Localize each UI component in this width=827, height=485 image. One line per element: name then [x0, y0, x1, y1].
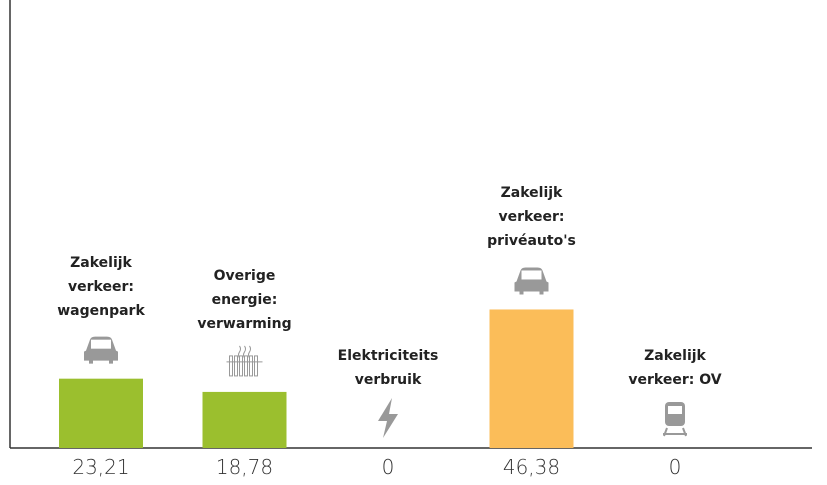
category-label: Elektriciteits verbruik [337, 348, 439, 388]
heat-wave [243, 345, 246, 359]
category-label: Zakelijk verkeer: wagenpark [57, 254, 145, 319]
radiator-fin [249, 355, 253, 377]
train-window [668, 406, 682, 414]
radiator-fin [239, 355, 243, 377]
value-label: 23,21 [72, 455, 130, 479]
value-label: 0 [668, 455, 682, 479]
car-window [91, 339, 111, 349]
category-icon [84, 336, 118, 364]
bar [202, 391, 287, 448]
bolt-icon [378, 398, 398, 438]
radiator-fin [234, 355, 238, 377]
category-icon [663, 402, 687, 437]
category-label: Overige energie: verwarming [197, 267, 292, 332]
value-label: 0 [381, 455, 395, 479]
heat-wave [238, 345, 241, 359]
category-icon [514, 267, 549, 295]
value-label: 46,38 [502, 455, 561, 479]
train-rails [663, 427, 687, 437]
category-label: Zakelijk verkeer: privéauto's [487, 185, 576, 250]
heat-wave [248, 345, 251, 359]
category-label: Zakelijk verkeer: OV [628, 348, 722, 388]
radiator-fin [229, 355, 233, 377]
car-window [521, 270, 542, 280]
bar [489, 309, 574, 448]
radiator-fin [244, 355, 248, 377]
radiator-fin [254, 355, 258, 377]
category-icon [226, 345, 263, 377]
value-label: 18,78 [215, 455, 274, 479]
bar [59, 378, 143, 448]
category-icon [378, 398, 398, 438]
